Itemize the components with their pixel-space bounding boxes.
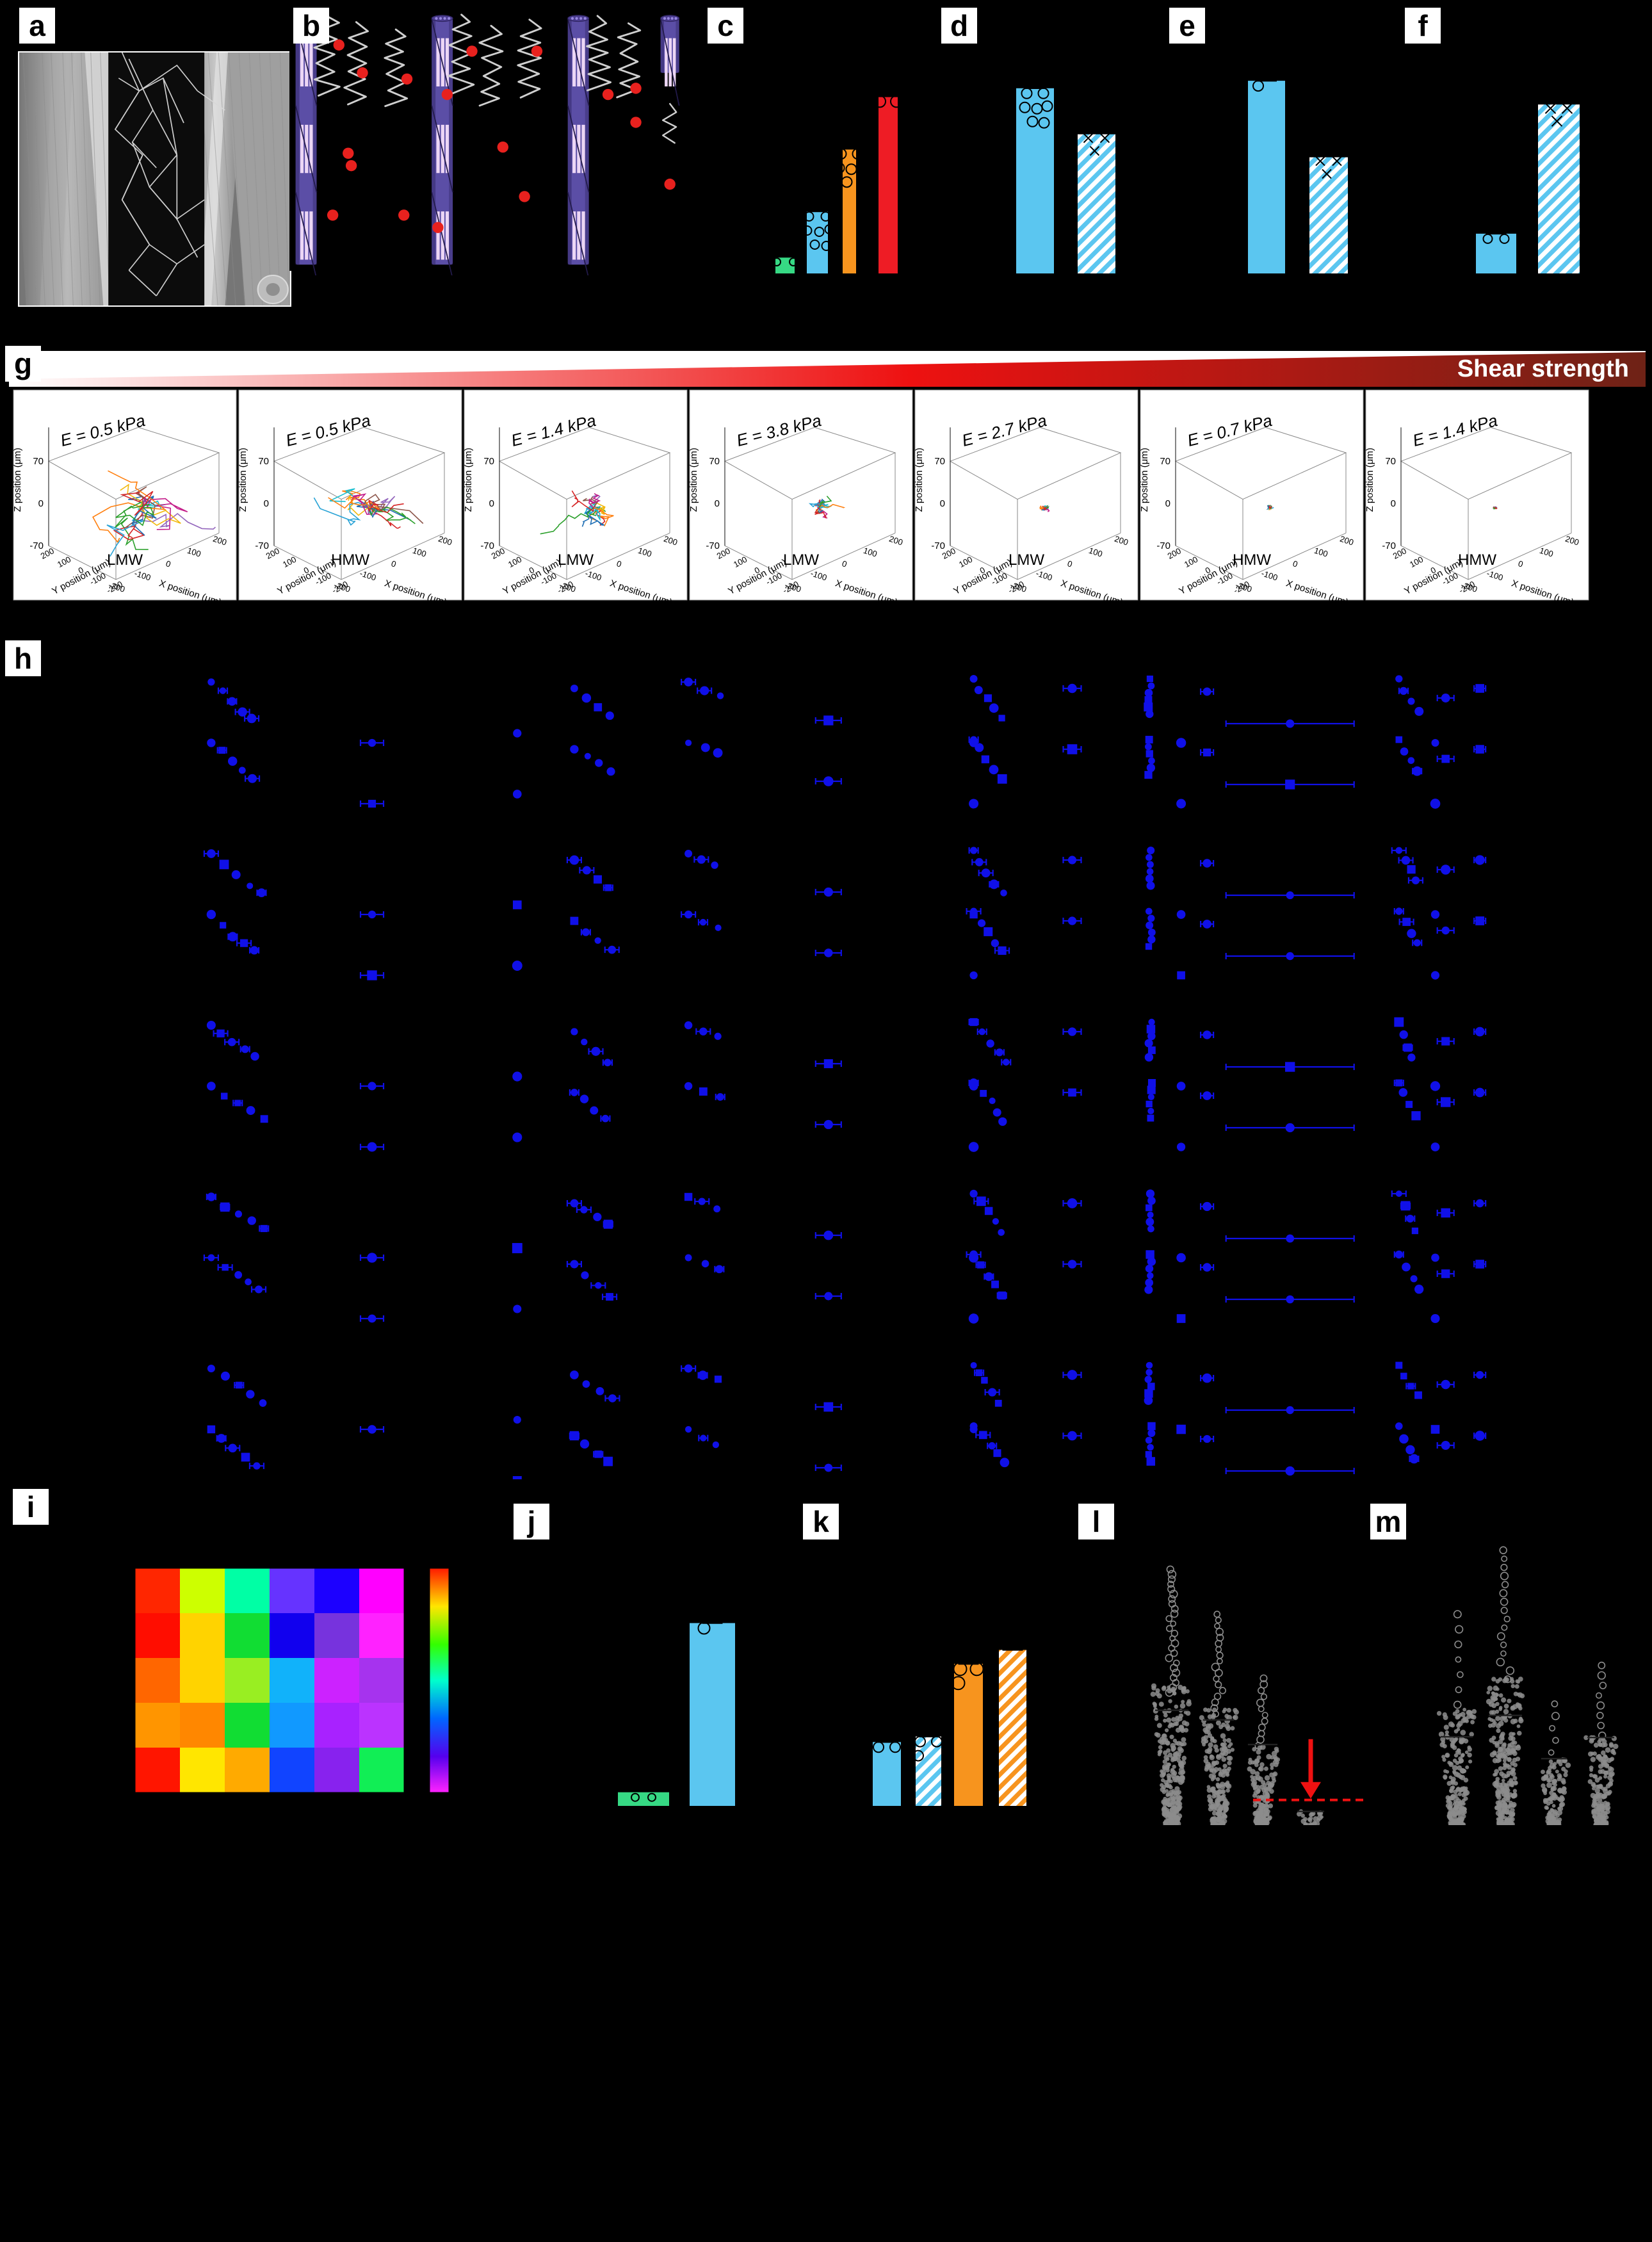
svg-text:0: 0 bbox=[264, 498, 269, 509]
svg-text:LMW: LMW bbox=[558, 551, 594, 569]
svg-text:Z position (μm): Z position (μm) bbox=[13, 448, 23, 512]
svg-text:Z position (μm): Z position (μm) bbox=[914, 448, 925, 512]
svg-text:HMW: HMW bbox=[1233, 551, 1271, 569]
svg-text:0: 0 bbox=[489, 498, 494, 509]
svg-text:LMW: LMW bbox=[1008, 551, 1044, 569]
svg-text:-70: -70 bbox=[1156, 540, 1170, 551]
svg-text:70: 70 bbox=[258, 456, 269, 467]
svg-text:Z position (μm): Z position (μm) bbox=[688, 448, 699, 512]
svg-text:LMW: LMW bbox=[783, 551, 819, 569]
svg-text:0: 0 bbox=[940, 498, 945, 509]
svg-text:Shear strength: Shear strength bbox=[1457, 355, 1629, 382]
svg-text:70: 70 bbox=[1160, 456, 1170, 467]
svg-text:-70: -70 bbox=[931, 540, 945, 551]
svg-text:HMW: HMW bbox=[331, 551, 369, 569]
svg-text:Z position (μm): Z position (μm) bbox=[238, 448, 248, 512]
svg-text:0: 0 bbox=[38, 498, 44, 509]
svg-text:-70: -70 bbox=[480, 540, 494, 551]
svg-text:70: 70 bbox=[483, 456, 494, 467]
svg-text:-70: -70 bbox=[29, 540, 44, 551]
svg-text:LMW: LMW bbox=[107, 551, 143, 569]
svg-text:0: 0 bbox=[715, 498, 720, 509]
svg-text:-70: -70 bbox=[255, 540, 269, 551]
svg-text:70: 70 bbox=[934, 456, 945, 467]
svg-text:0: 0 bbox=[1165, 498, 1170, 509]
svg-text:HMW: HMW bbox=[1458, 551, 1496, 569]
svg-text:Z position (μm): Z position (μm) bbox=[1365, 448, 1375, 512]
svg-text:Z position (μm): Z position (μm) bbox=[463, 448, 474, 512]
svg-text:Z position (μm): Z position (μm) bbox=[1139, 448, 1150, 512]
svg-text:-70: -70 bbox=[706, 540, 720, 551]
svg-text:70: 70 bbox=[709, 456, 720, 467]
svg-text:70: 70 bbox=[33, 456, 44, 467]
svg-text:0: 0 bbox=[1391, 498, 1396, 509]
svg-text:70: 70 bbox=[1385, 456, 1396, 467]
svg-text:-70: -70 bbox=[1382, 540, 1396, 551]
